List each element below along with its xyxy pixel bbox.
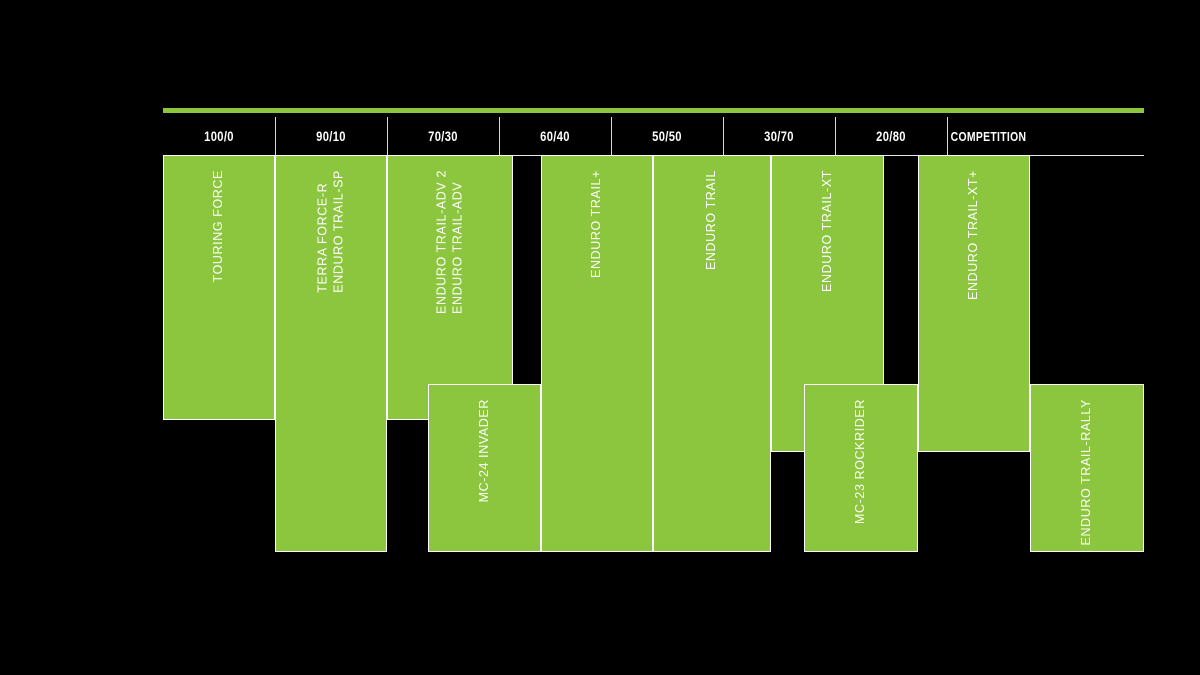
bar-label: MC-23 ROCKRIDER — [853, 399, 868, 524]
header-divider — [275, 117, 276, 155]
bar-enduro-trail-xt-plus[interactable]: ENDURO TRAIL-XT+ — [918, 155, 1030, 452]
bar-mc-24-invader[interactable]: MC-24 INVADER — [428, 384, 541, 552]
bar-mc-23-rockrider[interactable]: MC-23 ROCKRIDER — [804, 384, 918, 552]
header-cell-20-80: 20/80 — [876, 128, 906, 144]
bar-label: ENDURO TRAIL — [704, 170, 719, 271]
bar-label: ENDURO TRAIL-RALLY — [1079, 399, 1094, 546]
bar-enduro-trail[interactable]: ENDURO TRAIL — [653, 155, 771, 552]
bar-enduro-trail-rally[interactable]: ENDURO TRAIL-RALLY — [1030, 384, 1144, 552]
header-cell-competition: COMPETITION — [950, 128, 1027, 144]
bar-label-group: ENDURO TRAIL-RALLY — [1079, 385, 1095, 545]
top-accent-rule — [163, 108, 1144, 113]
bar-label-group: ENDURO TRAIL — [704, 156, 720, 270]
header-cell-90-10: 90/10 — [316, 128, 346, 144]
bar-label-group: ENDURO TRAIL-XT — [820, 156, 836, 292]
header-cell-60-40: 60/40 — [540, 128, 570, 144]
header-divider — [499, 117, 500, 155]
header-row: 100/0 90/10 70/30 60/40 50/50 30/70 20/80 COMPE… — [163, 117, 1144, 155]
bar-label: ENDURO TRAIL-ADV — [450, 181, 464, 314]
bar-label: ENDURO TRAIL-XT — [819, 170, 834, 292]
bar-label-group: MC-24 INVADER — [477, 385, 493, 502]
bar-label: ENDURO TRAIL-ADV 2 — [434, 170, 449, 314]
bar-enduro-trail-adv[interactable]: ENDURO TRAIL-ADV 2 ENDURO TRAIL-ADV — [387, 155, 513, 420]
header-cell-50-50: 50/50 — [652, 128, 682, 144]
bar-label: TERRA FORCE-R — [315, 182, 330, 293]
header-divider — [947, 117, 948, 155]
bar-label-group: MC-23 ROCKRIDER — [853, 385, 869, 524]
header-divider — [835, 117, 836, 155]
bar-enduro-trail-plus[interactable]: ENDURO TRAIL+ — [541, 155, 653, 552]
bar-label-group: ENDURO TRAIL-XT+ — [966, 156, 982, 300]
bar-label-group: ENDURO TRAIL+ — [589, 156, 605, 278]
bar-label: ENDURO TRAIL-SP — [331, 170, 345, 293]
bar-label-group: ENDURO TRAIL-ADV 2 ENDURO TRAIL-ADV — [434, 156, 465, 314]
header-divider — [387, 117, 388, 155]
header-divider — [611, 117, 612, 155]
bar-label: MC-24 INVADER — [476, 399, 491, 503]
header-cell-70-30: 70/30 — [428, 128, 458, 144]
bar-label-group: TOURING FORCE — [211, 156, 227, 282]
header-cell-100-0: 100/0 — [204, 128, 234, 144]
header-divider — [723, 117, 724, 155]
bar-terra-force-r[interactable]: TERRA FORCE-R ENDURO TRAIL-SP — [275, 155, 387, 552]
bar-label: ENDURO TRAIL+ — [589, 170, 604, 278]
bar-label: TOURING FORCE — [211, 170, 226, 283]
header-cell-30-70: 30/70 — [764, 128, 794, 144]
bar-label: ENDURO TRAIL-XT+ — [966, 170, 981, 300]
bar-label-group: TERRA FORCE-R ENDURO TRAIL-SP — [315, 156, 346, 293]
bar-touring-force[interactable]: TOURING FORCE — [163, 155, 275, 420]
